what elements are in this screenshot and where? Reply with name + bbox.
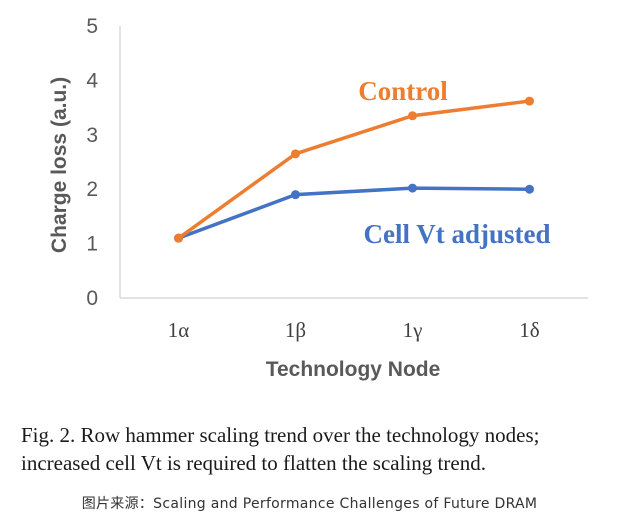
- data-point: [408, 111, 417, 121]
- caption-line-1: Fig. 2. Row hammer scaling trend over th…: [21, 423, 540, 447]
- data-point: [291, 190, 300, 200]
- x-tick-labels: 1α 1β 1γ 1δ: [168, 318, 540, 342]
- y-tick-label: 1: [86, 233, 98, 256]
- data-point: [525, 96, 534, 106]
- x-tick-label: 1α: [168, 318, 190, 342]
- y-tick-label: 0: [86, 287, 98, 310]
- data-point: [174, 233, 183, 243]
- data-point: [525, 184, 534, 194]
- series-label-cell-vt-adjusted: Cell Vt adjusted: [363, 219, 550, 249]
- series-line-control: [177, 99, 530, 240]
- y-tick-label: 3: [86, 124, 98, 147]
- y-tick-label: 4: [86, 69, 98, 92]
- x-axis-title: Technology Node: [266, 358, 441, 381]
- series-lines: [174, 96, 534, 243]
- image-source: 图片来源：Scaling and Performance Challenges …: [81, 496, 538, 512]
- x-tick-label: 1γ: [403, 318, 423, 342]
- data-point: [291, 149, 300, 159]
- series-line-cell-vt-adjusted: [177, 186, 530, 240]
- series-labels: Control Cell Vt adjusted: [358, 76, 550, 249]
- plot-area: 0 1 2 3 4 5 1α 1β 1γ 1δ Control Cell Vt adjusted: [86, 15, 588, 342]
- caption-line-2: increased cell Vt is required to flatten…: [21, 451, 486, 475]
- y-tick-label: 5: [86, 15, 98, 38]
- figure-caption: Fig. 2. Row hammer scaling trend over th…: [21, 421, 611, 477]
- y-tick-label: 2: [86, 178, 98, 201]
- x-tick-label: 1δ: [519, 318, 540, 342]
- series-label-control: Control: [358, 76, 448, 106]
- x-tick-label: 1β: [285, 318, 306, 342]
- y-tick-labels: 0 1 2 3 4 5: [86, 15, 98, 310]
- data-point: [408, 183, 417, 193]
- y-axis-title: Charge loss (a.u.): [48, 77, 71, 253]
